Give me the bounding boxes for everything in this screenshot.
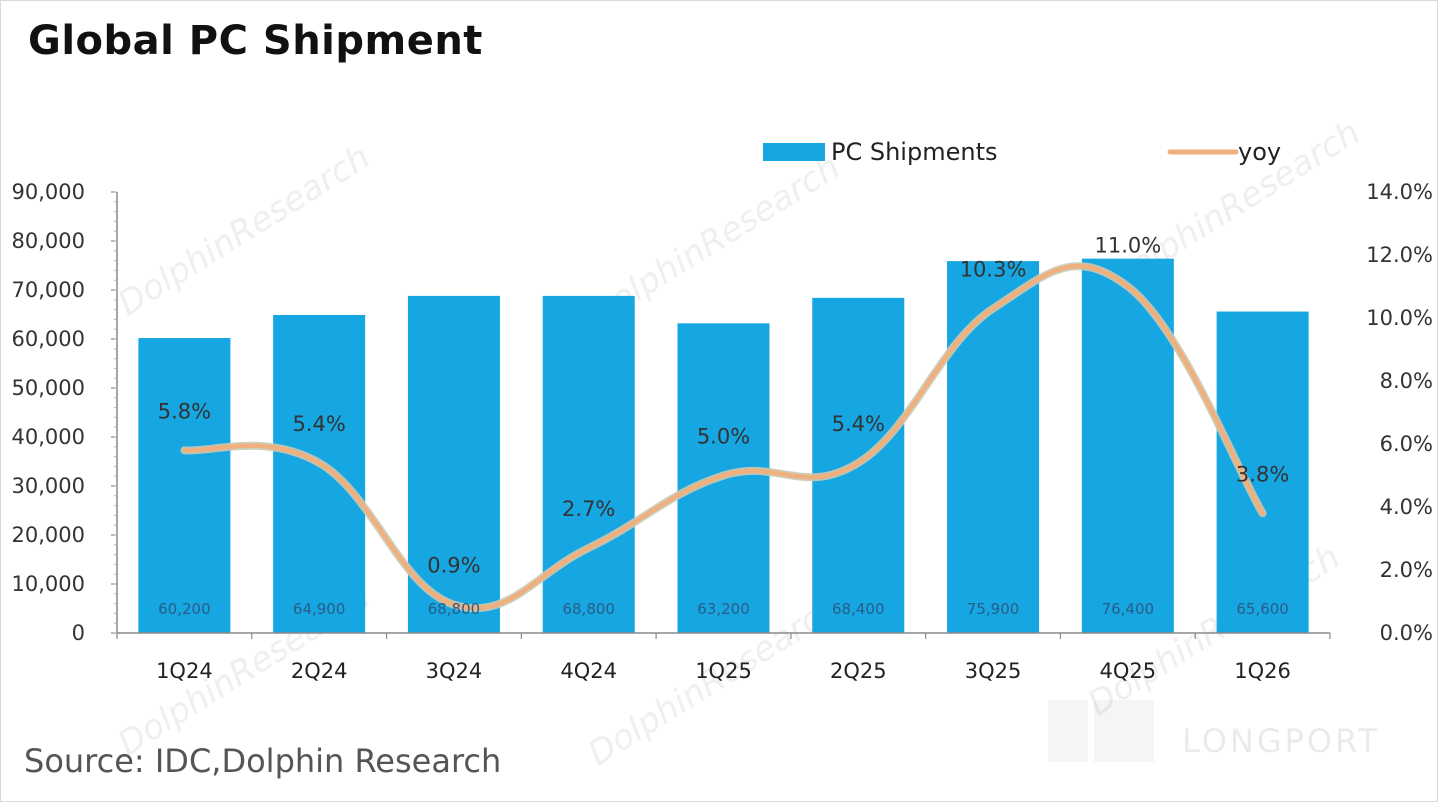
y-left-tick-label: 30,000	[12, 474, 85, 498]
x-tick-label-1Q24: 1Q24	[156, 659, 213, 683]
yoy-value-label-2Q24: 5.4%	[292, 412, 345, 436]
x-tick-label-4Q24: 4Q24	[560, 659, 617, 683]
x-tick-label-2Q25: 2Q25	[830, 659, 887, 683]
bar-4Q24	[542, 295, 635, 633]
yoy-series	[180, 262, 1267, 613]
y-left-tick-label: 20,000	[12, 523, 85, 547]
y-left-tick-label: 70,000	[12, 278, 85, 302]
legend-label-pc-shipments: PC Shipments	[831, 138, 997, 166]
bar-1Q24	[138, 338, 231, 633]
legend: PC Shipments yoy	[763, 138, 1281, 166]
y-left-tick-label: 40,000	[12, 425, 85, 449]
x-tick-label-1Q26: 1Q26	[1234, 659, 1291, 683]
bar-4Q25	[1081, 258, 1174, 633]
y-right-tick-label: 14.0%	[1366, 180, 1433, 204]
y-right-tick-label: 4.0%	[1380, 495, 1433, 519]
bar-value-label-1Q24: 60,200	[158, 600, 211, 618]
y-right-tick-label: 6.0%	[1380, 432, 1433, 456]
yoy-value-label-1Q25: 5.0%	[697, 425, 750, 449]
bar-series	[138, 258, 1309, 633]
yoy-value-label-2Q25: 5.4%	[832, 412, 885, 436]
x-tick-label-4Q25: 4Q25	[1100, 659, 1157, 683]
x-tick-label-3Q24: 3Q24	[426, 659, 483, 683]
yoy-value-label-3Q24: 0.9%	[427, 554, 480, 578]
y-left-tick-label: 60,000	[12, 327, 85, 351]
bar-value-label-2Q25: 68,400	[832, 600, 885, 618]
y-left-tick-label: 10,000	[12, 572, 85, 596]
yoy-value-label-1Q26: 3.8%	[1236, 462, 1289, 486]
y-left-tick-label: 80,000	[12, 229, 85, 253]
y-right-tick-label: 12.0%	[1366, 243, 1433, 267]
watermark-logo-block	[1048, 700, 1088, 762]
bar-2Q24	[273, 314, 366, 633]
x-tick-label-2Q24: 2Q24	[291, 659, 348, 683]
data-labels: 60,200 64,900 68,800 68,800 63,200 68,400 75,9…	[158, 234, 1290, 618]
yoy-value-label-1Q24: 5.8%	[158, 399, 211, 423]
y-right-tick-label: 0.0%	[1380, 621, 1433, 645]
bar-value-label-3Q25: 75,900	[967, 600, 1020, 618]
source-note: Source: IDC,Dolphin Research	[24, 742, 502, 780]
bar-value-label-1Q26: 65,600	[1236, 600, 1289, 618]
y-right-tick-label: 2.0%	[1380, 558, 1433, 582]
y-left-tick-label: 0	[72, 621, 85, 645]
bar-value-label-1Q25: 63,200	[697, 600, 750, 618]
legend-swatch-pc-shipments	[763, 143, 825, 161]
bar-3Q24	[407, 295, 500, 633]
y-right-tick-label: 8.0%	[1380, 369, 1433, 393]
chart-title: Global PC Shipment	[28, 18, 483, 64]
watermark-text: DolphinResearch	[111, 137, 377, 324]
bar-value-label-4Q24: 68,800	[562, 600, 615, 618]
axes: 0 10,000 20,000 30,000 40,000 50,000 60,000 70,…	[12, 180, 1433, 683]
x-tick-label-1Q25: 1Q25	[695, 659, 752, 683]
y-right-tick-label: 10.0%	[1366, 306, 1433, 330]
yoy-line	[182, 263, 1265, 611]
y-left-tick-label: 90,000	[12, 180, 85, 204]
watermark-logo-block	[1094, 700, 1154, 762]
bar-value-label-2Q24: 64,900	[293, 600, 346, 618]
yoy-value-label-4Q24: 2.7%	[562, 497, 615, 521]
yoy-value-label-4Q25: 11.0%	[1094, 234, 1161, 258]
bar-value-label-3Q24: 68,800	[428, 600, 481, 618]
watermark-logo-text: LONGPORT	[1182, 722, 1381, 760]
yoy-value-label-3Q25: 10.3%	[960, 258, 1027, 282]
bar-value-label-4Q25: 76,400	[1102, 600, 1155, 618]
x-tick-label-3Q25: 3Q25	[965, 659, 1022, 683]
y-left-tick-label: 50,000	[12, 376, 85, 400]
legend-label-yoy: yoy	[1238, 138, 1281, 166]
bar-1Q26	[1216, 311, 1309, 633]
bar-3Q25	[947, 261, 1040, 633]
